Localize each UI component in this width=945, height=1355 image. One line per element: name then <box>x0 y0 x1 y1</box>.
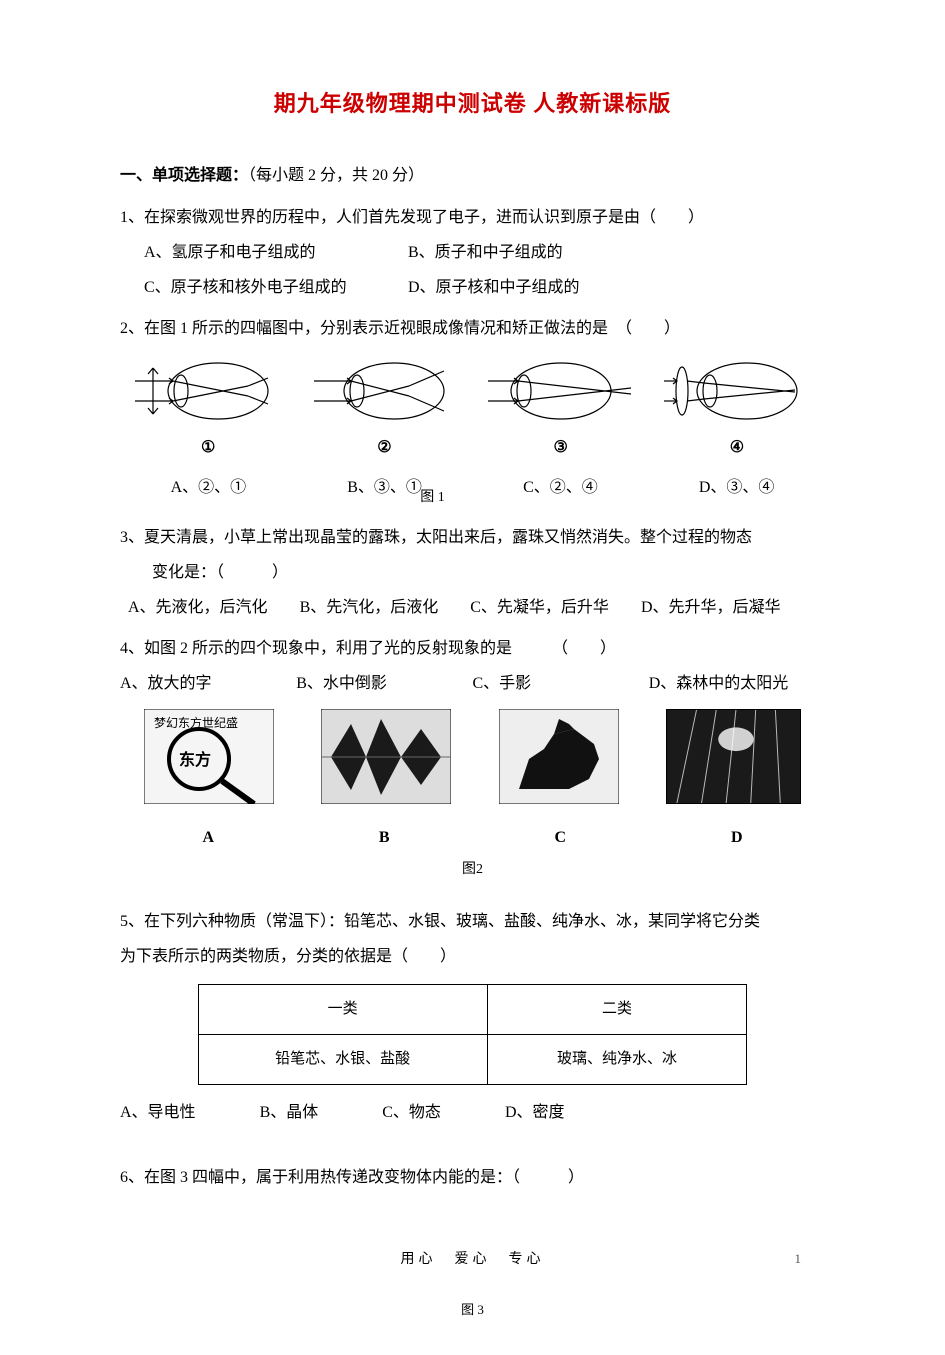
page-footer: 用心 爱心 专心 1 <box>120 1245 825 1276</box>
q5-option-c: C、物态 <box>382 1095 441 1130</box>
q2-num-3: ③ <box>553 430 567 465</box>
q4-label-b: B <box>379 820 390 855</box>
section-1-header: 一、单项选择题：（每小题 2 分，共 20 分） <box>120 158 825 193</box>
q4-option-d: D、森林中的太阳光 <box>649 666 825 701</box>
q4-option-b: B、水中倒影 <box>296 666 472 701</box>
q5-cell-2: 玻璃、纯净水、冰 <box>487 1034 747 1084</box>
figure-2-caption: 图2 <box>120 855 825 886</box>
q3-option-d: D、先升华，后凝华 <box>641 590 781 625</box>
q2-num-1: ① <box>201 430 215 465</box>
question-5: 5、在下列六种物质（常温下）：铅笔芯、水银、玻璃、盐酸、纯净水、冰，某同学将它分… <box>120 904 825 1131</box>
q4-image-c-shadow-icon <box>499 709 619 817</box>
q3-option-b: B、先汽化，后液化 <box>300 590 439 625</box>
q5-option-a: A、导电性 <box>120 1095 196 1130</box>
q5-header-2: 二类 <box>487 984 747 1034</box>
q2-option-d: D、③、④ <box>699 470 775 505</box>
q1-options-row1: A、氢原子和电子组成的 B、质子和中子组成的 <box>144 235 825 270</box>
q4-images: 梦幻东方世纪盛 东方 <box>120 709 825 817</box>
section-1-scoring: （每小题 2 分，共 20 分） <box>248 167 424 184</box>
q3-option-c: C、先凝华，后升华 <box>470 590 609 625</box>
q2-option-b: B、③、① <box>347 470 422 505</box>
q1-stem: 1、在探索微观世界的历程中，人们首先发现了电子，进而认识到原子是由（ ） <box>120 200 825 235</box>
page-title: 期九年级物理期中测试卷 人教新课标版 <box>120 80 825 128</box>
eye-diagram-2-icon <box>309 356 459 426</box>
q4-labels: A B C D <box>120 820 825 855</box>
page-number: 1 <box>795 1245 806 1274</box>
q1-options-row2: C、原子核和核外电子组成的 D、原子核和中子组成的 <box>144 270 825 305</box>
question-1: 1、在探索微观世界的历程中，人们首先发现了电子，进而认识到原子是由（ ） A、氢… <box>120 200 825 306</box>
q1-option-a: A、氢原子和电子组成的 <box>144 235 404 270</box>
eye-diagram-1-icon <box>133 356 283 426</box>
q4-label-d: D <box>731 820 743 855</box>
figure-3-caption: 图 3 <box>120 1296 825 1325</box>
table-row: 一类 二类 <box>198 984 747 1034</box>
q2-num-2: ② <box>377 430 391 465</box>
q5-stem-line1: 5、在下列六种物质（常温下）：铅笔芯、水银、玻璃、盐酸、纯净水、冰，某同学将它分… <box>120 904 825 939</box>
q4-option-c: C、手影 <box>473 666 649 701</box>
q4-image-d-sunlight-icon <box>666 709 801 804</box>
q1-option-b: B、质子和中子组成的 <box>408 235 563 270</box>
eye-diagram-4-icon <box>662 356 812 426</box>
question-2: 2、在图 1 所示的四幅图中，分别表示近视眼成像情况和矫正做法的是 （ ） <box>120 311 825 513</box>
q5-table: 一类 二类 铅笔芯、水银、盐酸 玻璃、纯净水、冰 <box>198 984 748 1085</box>
q4-label-a: A <box>202 820 214 855</box>
footer-text: 用心 爱心 专心 <box>401 1252 545 1267</box>
section-1-label: 一、单项选择题： <box>120 167 248 184</box>
q5-option-b: B、晶体 <box>260 1095 319 1130</box>
q4-option-a: A、放大的字 <box>120 666 296 701</box>
eye-diagram-3-icon <box>486 356 636 426</box>
q2-stem: 2、在图 1 所示的四幅图中，分别表示近视眼成像情况和矫正做法的是 （ ） <box>120 311 825 346</box>
q2-option-a: A、②、① <box>171 470 247 505</box>
q6-stem: 6、在图 3 四幅中，属于利用热传递改变物体内能的是：（ ） <box>120 1160 825 1195</box>
q3-stem-line2: 变化是：（ ） <box>120 555 825 590</box>
q1-option-d: D、原子核和中子组成的 <box>408 270 580 305</box>
q5-option-d: D、密度 <box>505 1095 565 1130</box>
svg-text:东方: 东方 <box>179 750 211 769</box>
q4-stem: 4、如图 2 所示的四个现象中，利用了光的反射现象的是 （ ） <box>120 631 825 666</box>
q2-option-c: C、②、④ <box>523 470 598 505</box>
table-row: 铅笔芯、水银、盐酸 玻璃、纯净水、冰 <box>198 1034 747 1084</box>
q2-diagrams <box>120 356 825 426</box>
question-3: 3、夏天清晨，小草上常出现晶莹的露珠，太阳出来后，露珠又悄然消失。整个过程的物态… <box>120 520 825 626</box>
q3-option-a: A、先液化，后汽化 <box>128 590 268 625</box>
q4-image-b-reflection-icon <box>321 709 451 817</box>
question-4: 4、如图 2 所示的四个现象中，利用了光的反射现象的是 （ ） A、放大的字 B… <box>120 631 825 886</box>
q4-options: A、放大的字 B、水中倒影 C、手影 D、森林中的太阳光 <box>120 666 825 701</box>
q3-stem-line1: 3、夏天清晨，小草上常出现晶莹的露珠，太阳出来后，露珠又悄然消失。整个过程的物态 <box>120 520 825 555</box>
q4-label-c: C <box>555 820 567 855</box>
q5-cell-1: 铅笔芯、水银、盐酸 <box>198 1034 487 1084</box>
q4-image-a-magnifier-icon: 梦幻东方世纪盛 东方 <box>144 709 274 817</box>
q5-options: A、导电性 B、晶体 C、物态 D、密度 <box>120 1095 825 1130</box>
q5-stem-line2: 为下表所示的两类物质，分类的依据是（ ） <box>120 939 825 974</box>
question-6: 6、在图 3 四幅中，属于利用热传递改变物体内能的是：（ ） <box>120 1160 825 1195</box>
q1-option-c: C、原子核和核外电子组成的 <box>144 270 404 305</box>
q2-numbers-row: ① ② ③ ④ <box>120 430 825 465</box>
q3-options: A、先液化，后汽化 B、先汽化，后液化 C、先凝华，后升华 D、先升华，后凝华 <box>128 590 825 625</box>
q2-num-4: ④ <box>730 430 744 465</box>
q5-header-1: 一类 <box>198 984 487 1034</box>
